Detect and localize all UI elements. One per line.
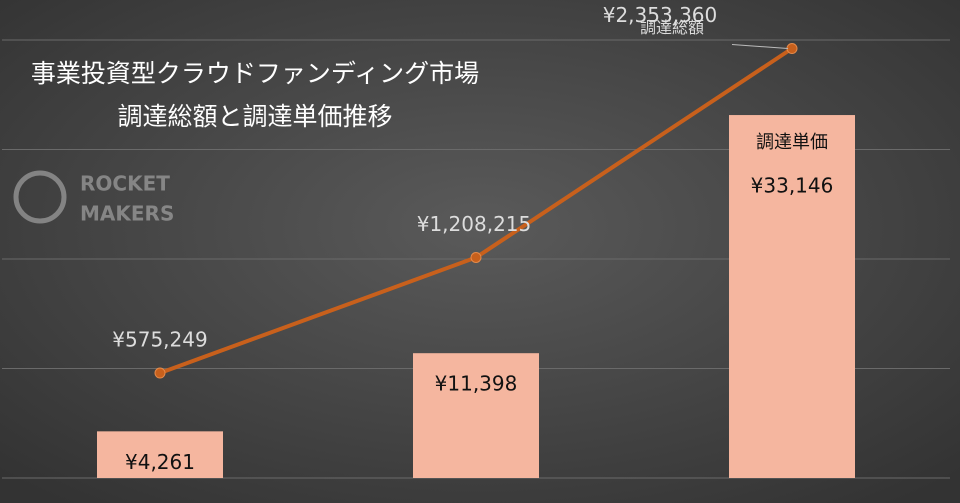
point (154, 367, 166, 379)
data-label: ¥33,146 (751, 174, 834, 198)
series-label: 調達総額 (640, 18, 704, 37)
leader-line (731, 44, 789, 50)
bar (413, 353, 539, 478)
bar (729, 115, 855, 478)
chart-title: 事業投資型クラウドファンディング市場 (31, 59, 479, 88)
logo-text: MAKERS (80, 202, 174, 226)
point (786, 43, 798, 55)
logo: ROCKET MAKERS (13, 170, 174, 226)
data-label: ¥575,249 (112, 328, 207, 352)
bar (97, 431, 223, 478)
chart-subtitle: 調達総額と調達単価推移 (117, 102, 392, 131)
data-label: ¥4,261 (125, 450, 195, 474)
series-label: 調達単価 (756, 132, 828, 153)
data-label: ¥1,208,215 (417, 212, 532, 236)
logo-icon (13, 170, 67, 224)
logo-text: ROCKET (80, 172, 170, 196)
point (470, 252, 482, 264)
marks: ¥4,261 ¥11,398 ¥33,146 調達単価 ¥575,249 ¥1,208,2… (97, 3, 855, 478)
data-label: ¥2,353,360 (603, 3, 718, 27)
data-label: ¥11,398 (435, 372, 518, 396)
